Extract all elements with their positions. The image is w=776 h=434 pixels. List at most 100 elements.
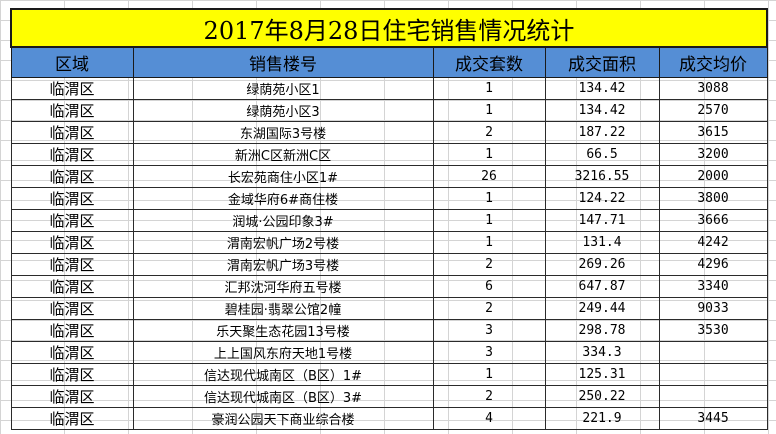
table-row: 临渭区 豪润公园天下商业综合楼 4 221.9 3445 [10,407,768,430]
cell-area-sold[interactable]: 249.44 [544,297,660,320]
cell-building[interactable]: 新洲C区新洲C区 [132,143,434,166]
cell-area-sold[interactable]: 647.87 [544,275,660,298]
cell-avg-price[interactable] [658,341,768,364]
cell-avg-price[interactable]: 3340 [658,275,768,298]
cell-area-sold[interactable]: 298.78 [544,319,660,342]
cell-building[interactable]: 汇邦沈河华府五号楼 [132,275,434,298]
header-units-sold[interactable]: 成交套数 [432,46,546,78]
cell-area-sold[interactable]: 124.22 [544,187,660,210]
cell-avg-price[interactable]: 4296 [658,253,768,276]
table-row: 临渭区 上上国风东府天地1号楼 3 334.3 [10,341,768,364]
table-row: 临渭区 润城·公园印象3# 1 147.71 3666 [10,209,768,232]
cell-area-sold[interactable]: 250.22 [544,385,660,408]
cell-units-sold[interactable]: 2 [432,253,546,276]
cell-units-sold[interactable]: 1 [432,231,546,254]
cell-district[interactable]: 临渭区 [10,187,134,210]
cell-area-sold[interactable]: 131.4 [544,231,660,254]
cell-building[interactable]: 上上国风东府天地1号楼 [132,341,434,364]
cell-units-sold[interactable]: 3 [432,319,546,342]
cell-district[interactable]: 临渭区 [10,385,134,408]
cell-district[interactable]: 临渭区 [10,341,134,364]
table-row: 临渭区 碧桂园·翡翠公馆2幢 2 249.44 9033 [10,297,768,320]
cell-avg-price[interactable]: 3800 [658,187,768,210]
header-building[interactable]: 销售楼号 [132,46,434,78]
cell-district[interactable]: 临渭区 [10,407,134,430]
table-row: 临渭区 汇邦沈河华府五号楼 6 647.87 3340 [10,275,768,298]
cell-avg-price[interactable]: 2570 [658,99,768,122]
table-row: 临渭区 绿荫苑小区1 1 134.42 3088 [10,77,768,100]
cell-area-sold[interactable]: 334.3 [544,341,660,364]
cell-building[interactable]: 信达现代城南区（B区）3# [132,385,434,408]
table-row: 临渭区 乐天聚生态花园13号楼 3 298.78 3530 [10,319,768,342]
cell-area-sold[interactable]: 269.26 [544,253,660,276]
cell-avg-price[interactable]: 4242 [658,231,768,254]
title-row: 2017年8月28日住宅销售情况统计 [10,8,768,48]
header-district[interactable]: 区域 [10,46,134,78]
cell-avg-price[interactable]: 2000 [658,165,768,188]
cell-building[interactable]: 东湖国际3号楼 [132,121,434,144]
cell-avg-price[interactable]: 3445 [658,407,768,430]
cell-avg-price[interactable] [658,363,768,386]
table-title[interactable]: 2017年8月28日住宅销售情况统计 [10,8,768,48]
cell-area-sold[interactable]: 187.22 [544,121,660,144]
cell-district[interactable]: 临渭区 [10,231,134,254]
table-row: 临渭区 长宏苑商住小区1# 26 3216.55 2000 [10,165,768,188]
cell-avg-price[interactable]: 3200 [658,143,768,166]
cell-district[interactable]: 临渭区 [10,275,134,298]
cell-district[interactable]: 临渭区 [10,99,134,122]
cell-district[interactable]: 临渭区 [10,77,134,100]
cell-building[interactable]: 乐天聚生态花园13号楼 [132,319,434,342]
table-row: 临渭区 信达现代城南区（B区）1# 1 125.31 [10,363,768,386]
cell-avg-price[interactable]: 3088 [658,77,768,100]
cell-district[interactable]: 临渭区 [10,209,134,232]
table-row: 临渭区 新洲C区新洲C区 1 66.5 3200 [10,143,768,166]
cell-district[interactable]: 临渭区 [10,121,134,144]
cell-area-sold[interactable]: 134.42 [544,77,660,100]
cell-area-sold[interactable]: 147.71 [544,209,660,232]
cell-avg-price[interactable]: 9033 [658,297,768,320]
cell-building[interactable]: 长宏苑商住小区1# [132,165,434,188]
cell-avg-price[interactable]: 3666 [658,209,768,232]
table-row: 临渭区 东湖国际3号楼 2 187.22 3615 [10,121,768,144]
cell-building[interactable]: 绿荫苑小区3 [132,99,434,122]
cell-building[interactable]: 信达现代城南区（B区）1# [132,363,434,386]
cell-units-sold[interactable]: 1 [432,363,546,386]
cell-units-sold[interactable]: 2 [432,385,546,408]
cell-area-sold[interactable]: 3216.55 [544,165,660,188]
cell-units-sold[interactable]: 1 [432,77,546,100]
cell-district[interactable]: 临渭区 [10,319,134,342]
cell-avg-price[interactable]: 3615 [658,121,768,144]
cell-building[interactable]: 润城·公园印象3# [132,209,434,232]
cell-building[interactable]: 金域华府6#商住楼 [132,187,434,210]
cell-units-sold[interactable]: 6 [432,275,546,298]
cell-units-sold[interactable]: 3 [432,341,546,364]
cell-avg-price[interactable]: 3530 [658,319,768,342]
cell-building[interactable]: 渭南宏帆广场3号楼 [132,253,434,276]
cell-area-sold[interactable]: 66.5 [544,143,660,166]
cell-units-sold[interactable]: 4 [432,407,546,430]
cell-district[interactable]: 临渭区 [10,165,134,188]
cell-units-sold[interactable]: 1 [432,209,546,232]
cell-units-sold[interactable]: 26 [432,165,546,188]
cell-units-sold[interactable]: 1 [432,143,546,166]
cell-district[interactable]: 临渭区 [10,143,134,166]
cell-units-sold[interactable]: 1 [432,99,546,122]
cell-district[interactable]: 临渭区 [10,363,134,386]
cell-building[interactable]: 渭南宏帆广场2号楼 [132,231,434,254]
cell-units-sold[interactable]: 2 [432,121,546,144]
cell-building[interactable]: 豪润公园天下商业综合楼 [132,407,434,430]
cell-area-sold[interactable]: 221.9 [544,407,660,430]
cell-area-sold[interactable]: 125.31 [544,363,660,386]
table-row: 临渭区 渭南宏帆广场3号楼 2 269.26 4296 [10,253,768,276]
cell-building[interactable]: 碧桂园·翡翠公馆2幢 [132,297,434,320]
cell-units-sold[interactable]: 2 [432,297,546,320]
header-area-sold[interactable]: 成交面积 [544,46,660,78]
cell-district[interactable]: 临渭区 [10,297,134,320]
cell-units-sold[interactable]: 1 [432,187,546,210]
header-avg-price[interactable]: 成交均价 [658,46,768,78]
cell-district[interactable]: 临渭区 [10,253,134,276]
cell-avg-price[interactable] [658,385,768,408]
cell-building[interactable]: 绿荫苑小区1 [132,77,434,100]
cell-area-sold[interactable]: 134.42 [544,99,660,122]
table-row: 临渭区 渭南宏帆广场2号楼 1 131.4 4242 [10,231,768,254]
